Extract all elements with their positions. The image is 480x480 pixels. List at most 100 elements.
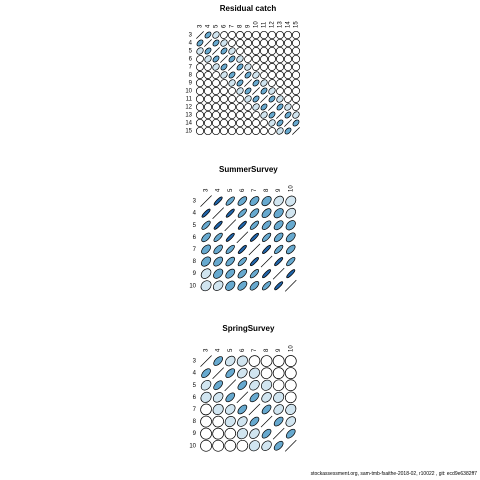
correlation-ellipse [220,47,228,55]
correlation-ellipse [273,404,284,415]
diagonal-line [292,127,300,135]
correlation-ellipse [201,368,211,378]
correlation-ellipse [261,232,272,242]
correlation-ellipse [284,103,292,111]
correlation-ellipse [272,355,285,367]
correlation-ellipse [227,118,237,128]
correlation-ellipse [196,71,204,79]
column-age-label: 3 [204,348,210,352]
correlation-ellipse [274,281,284,291]
correlation-ellipse [283,70,293,80]
correlation-ellipse [204,47,212,55]
correlation-ellipse [195,78,205,88]
correlation-ellipse [212,63,220,71]
correlation-ellipse [212,415,224,428]
correlation-ellipse [212,392,224,403]
correlation-ellipse [219,102,229,112]
correlation-ellipse [195,86,205,96]
correlation-ellipse [195,110,205,120]
correlation-ellipse [274,244,284,255]
row-age-label: 10 [185,89,192,95]
correlation-ellipse [248,440,260,452]
correlation-ellipse [260,367,273,379]
correlation-ellipse [259,30,269,40]
row-age-label: 9 [189,81,193,87]
correlation-ellipse [196,63,204,71]
correlation-ellipse [249,220,260,230]
diagonal-line [204,39,212,47]
correlation-ellipse [260,87,268,95]
correlation-ellipse [262,245,271,254]
correlation-ellipse [225,280,236,291]
correlation-ellipse [204,63,212,71]
row-age-label: 13 [185,113,192,119]
correlation-ellipse [213,256,224,267]
correlation-ellipse [260,79,268,87]
correlation-ellipse [261,379,273,391]
correlation-ellipse [220,63,228,71]
correlation-ellipse [261,392,272,403]
correlation-ellipse [227,126,237,136]
row-age-label: 8 [193,259,197,265]
correlation-ellipse [236,79,244,87]
correlation-ellipse [252,119,260,127]
column-age-label: 11 [262,21,268,28]
correlation-ellipse [252,111,260,119]
correlation-ellipse [212,87,220,95]
correlation-ellipse [260,103,268,111]
column-age-label: 13 [278,21,284,28]
column-age-label: 8 [264,348,270,352]
diagonal-line [224,219,237,232]
column-age-label: 12 [270,21,276,28]
correlation-ellipse [275,38,285,48]
correlation-ellipse [268,87,276,95]
correlation-ellipse [225,196,235,206]
correlation-ellipse [212,403,224,415]
correlation-ellipse [284,367,297,380]
correlation-ellipse [251,38,261,48]
correlation-ellipse [212,280,224,291]
correlation-ellipse [237,404,248,415]
row-age-label: 15 [185,129,192,135]
diagonal-line [272,267,285,280]
correlation-ellipse [203,126,213,136]
correlation-ellipse [201,220,211,230]
correlation-ellipse [284,87,292,95]
correlation-ellipse [249,196,260,206]
correlation-ellipse [248,367,260,379]
correlation-ellipse [276,79,284,87]
row-age-label: 8 [189,73,193,79]
correlation-ellipse [252,103,260,111]
correlation-ellipse [220,79,228,87]
correlation-ellipse [276,87,284,95]
diagonal-line [248,243,261,256]
correlation-ellipse [200,403,212,416]
correlation-ellipse [200,256,212,267]
correlation-ellipse [284,379,297,392]
correlation-ellipse [225,392,236,403]
correlation-ellipse [195,102,205,112]
column-age-label: 6 [222,24,228,28]
correlation-ellipse [252,71,260,79]
row-age-label: 3 [193,359,197,365]
correlation-ellipse [236,63,244,71]
correlation-ellipse [284,127,292,135]
correlation-ellipse [225,368,236,378]
correlation-ellipse [249,392,260,403]
diagonal-line [272,427,285,440]
correlation-ellipse [203,118,213,128]
diagonal-line [260,95,268,103]
correlation-ellipse [249,380,260,391]
correlation-ellipse [212,79,220,87]
diagonal-line [228,63,236,71]
correlation-ellipse [244,63,252,71]
row-age-label: 6 [189,57,193,63]
diagonal-line [212,47,220,55]
correlation-ellipse [236,111,244,119]
correlation-ellipse [203,102,213,112]
correlation-ellipse [228,55,236,63]
correlation-ellipse [272,367,285,380]
correlation-ellipse [276,127,284,135]
correlation-ellipse [274,257,284,266]
